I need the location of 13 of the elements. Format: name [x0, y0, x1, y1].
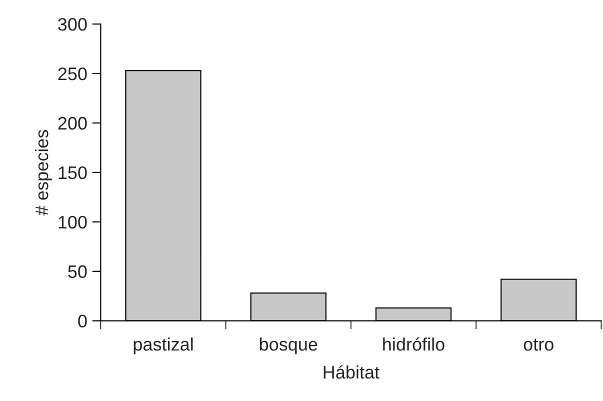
x-tick-label: bosque [260, 337, 318, 354]
y-tick-label: 150 [58, 166, 87, 180]
x-tick-label: hidrófilo [383, 337, 444, 351]
y-tick-label: 50 [68, 265, 87, 278]
y-tick-label: 0 [78, 314, 87, 328]
y-axis-title: # especies [35, 130, 52, 216]
x-tick-label: pastizal [134, 337, 193, 354]
y-tick-label: 300 [58, 18, 87, 31]
y-tick-label: 100 [58, 216, 87, 229]
y-tick-label: 250 [58, 67, 87, 80]
x-axis-title: Hábitat [324, 365, 380, 379]
y-tick-label: 200 [58, 116, 87, 130]
x-tick-label: otro [524, 338, 554, 351]
